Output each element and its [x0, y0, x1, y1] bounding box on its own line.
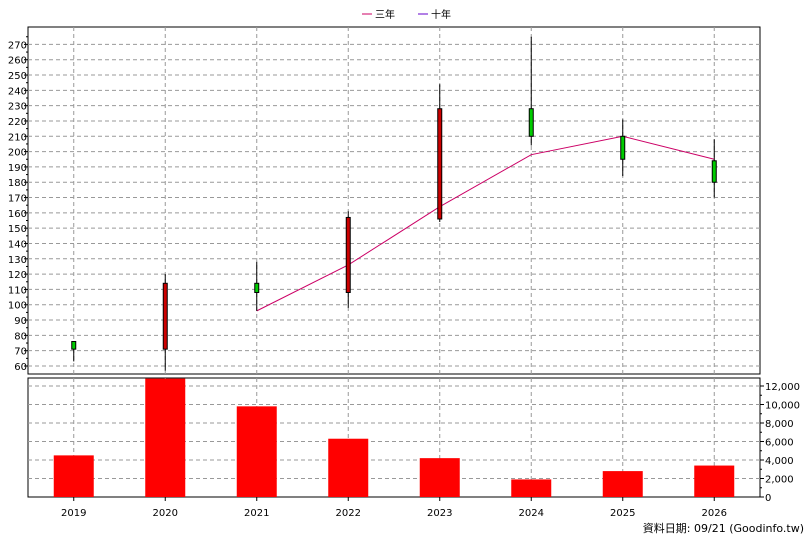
- volume-frame: [27, 377, 761, 498]
- volume-tick-label: 2,000: [765, 475, 794, 486]
- price-panel: 60 70 80 90 100 110 120 130 140 150 160 170 180 190 20…: [8, 26, 761, 375]
- candle-body-2023: [437, 108, 443, 220]
- volume-bar-2026: [694, 465, 735, 497]
- price-tick-label: 270: [8, 40, 27, 51]
- x-tick-label-2019: 2019: [61, 508, 86, 519]
- price-frame: [27, 26, 761, 375]
- volume-bar-2025: [602, 471, 643, 497]
- price-tick-label: 60: [14, 362, 27, 373]
- legend-label-0: 三年: [375, 8, 395, 21]
- price-tick-label: 140: [8, 239, 27, 250]
- x-tick-label-2025: 2025: [610, 508, 635, 519]
- candle-body-2022: [345, 216, 351, 293]
- volume-bar-2019: [53, 455, 94, 497]
- price-tick-label: 190: [8, 163, 27, 174]
- x-tick-label-2021: 2021: [244, 508, 269, 519]
- price-tick-label: 230: [8, 102, 27, 113]
- price-tick-label: 260: [8, 56, 27, 67]
- price-tick-label: 160: [8, 209, 27, 220]
- volume-panel: 0 2,000 4,000 6,000 8,000 10,000 12,000: [27, 377, 800, 504]
- volume-tick-label: 0: [765, 493, 771, 504]
- candle-body-2026: [711, 160, 717, 183]
- x-axis: 2019 2020 2021 2022 2023 2024 2025 2026: [61, 497, 727, 519]
- candle-body-2021: [254, 282, 260, 293]
- price-tick-label: 80: [14, 331, 27, 342]
- volume-bar-2022: [328, 438, 369, 497]
- price-tick-label: 200: [8, 148, 27, 159]
- price-tick-label: 110: [8, 285, 27, 296]
- volume-bar-2024: [511, 479, 552, 497]
- x-tick-label-2023: 2023: [427, 508, 452, 519]
- volume-bar-2021: [236, 406, 277, 497]
- volume-tick-label: 12,000: [765, 382, 800, 393]
- price-tick-label: 130: [8, 255, 27, 266]
- data-date-note: 資料日期: 09/21 (Goodinfo.tw): [643, 521, 804, 535]
- price-tick-label: 170: [8, 194, 27, 205]
- volume-bar-2023: [419, 458, 460, 497]
- candle-body-2019: [71, 340, 77, 350]
- price-tick-label: 180: [8, 178, 27, 189]
- x-tick-label-2026: 2026: [702, 508, 727, 519]
- price-tick-label: 120: [8, 270, 27, 281]
- price-tick-label: 240: [8, 86, 27, 97]
- candle-body-2024: [528, 108, 534, 137]
- volume-tick-label: 8,000: [765, 419, 794, 430]
- price-tick-label: 250: [8, 71, 27, 82]
- candle-body-2025: [620, 135, 626, 160]
- chart-legend: 三年 十年: [362, 8, 451, 21]
- volume-tick-label: 6,000: [765, 438, 794, 449]
- candle-body-2020: [162, 282, 168, 350]
- ma-line-三年: [256, 135, 715, 312]
- price-tick-label: 90: [14, 316, 27, 327]
- x-tick-label-2024: 2024: [519, 508, 544, 519]
- price-tick-label: 220: [8, 117, 27, 128]
- legend-label-1: 十年: [431, 8, 451, 21]
- volume-bar-2020: [145, 378, 186, 497]
- volume-tick-label: 10,000: [765, 401, 800, 412]
- price-tick-label: 70: [14, 347, 27, 358]
- price-tick-label: 100: [8, 301, 27, 312]
- volume-tick-label: 4,000: [765, 456, 794, 467]
- price-tick-label: 210: [8, 132, 27, 143]
- price-tick-label: 150: [8, 224, 27, 235]
- x-tick-label-2020: 2020: [153, 508, 178, 519]
- x-tick-label-2022: 2022: [336, 508, 361, 519]
